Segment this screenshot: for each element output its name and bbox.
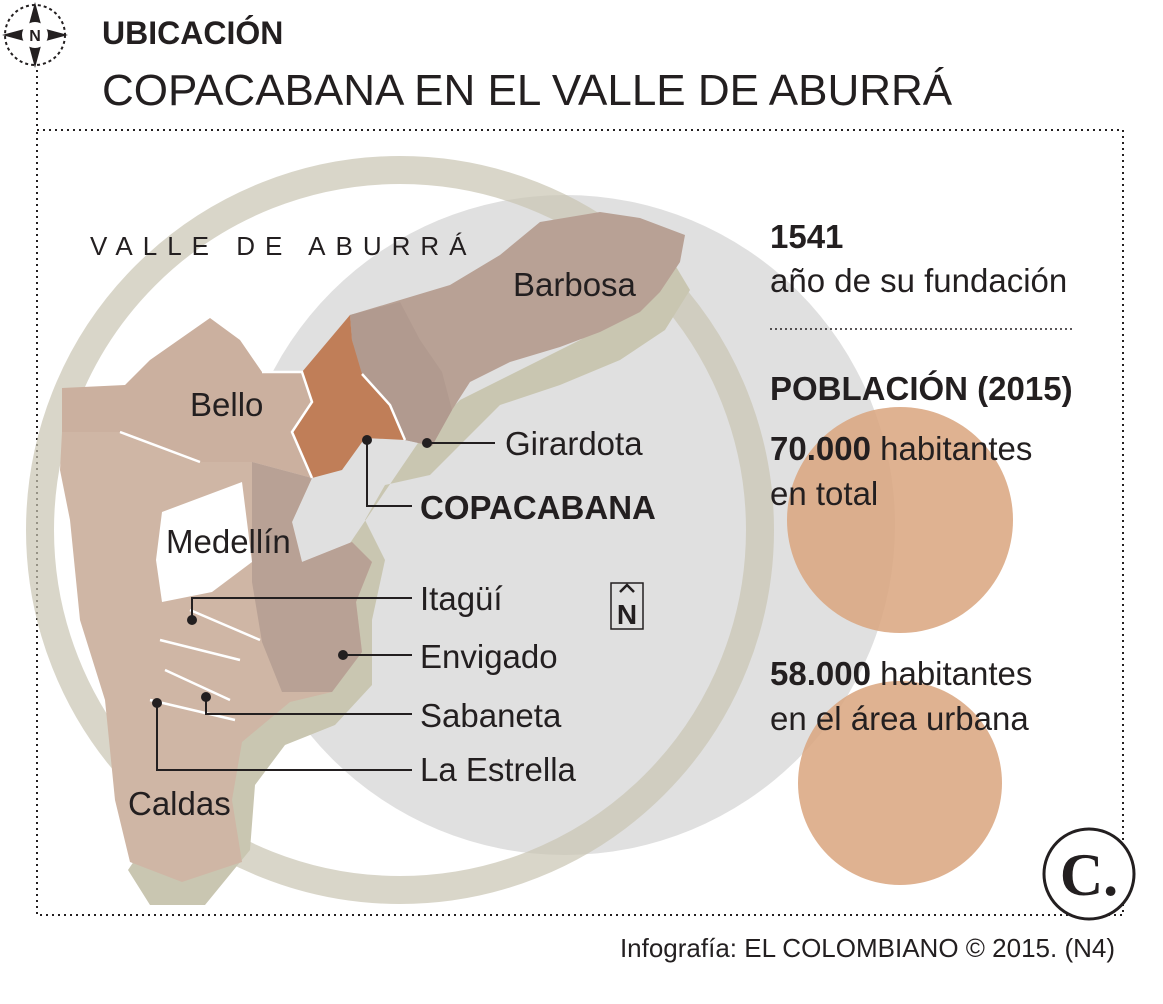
municipality-label: COPACABANA bbox=[420, 489, 656, 526]
population-caption: en el área urbana bbox=[770, 700, 1029, 737]
urban-area bbox=[156, 482, 252, 602]
girardota bbox=[350, 302, 452, 446]
municipality-label: Medellín bbox=[166, 523, 291, 560]
copacabana bbox=[292, 315, 405, 478]
population-urban: 58.000 habitantes bbox=[770, 655, 1032, 692]
municipality-label: Caldas bbox=[128, 785, 231, 822]
compass: N bbox=[2, 2, 68, 68]
population-value: 70.000 bbox=[770, 430, 871, 467]
municipality-label: Sabaneta bbox=[420, 697, 562, 734]
frame bbox=[36, 70, 1124, 916]
logo-text: C. bbox=[1060, 842, 1118, 908]
valley-outline bbox=[128, 265, 690, 905]
population-title: POBLACIÓN (2015) bbox=[770, 370, 1073, 407]
map-north: N bbox=[610, 582, 644, 630]
population-circle bbox=[798, 681, 1002, 885]
municipality-label: Barbosa bbox=[513, 266, 637, 303]
map-north-label: N bbox=[617, 599, 637, 630]
map bbox=[60, 212, 690, 905]
municipality-label: Envigado bbox=[420, 638, 558, 675]
population-unit: habitantes bbox=[880, 655, 1032, 692]
population-value: 58.000 bbox=[770, 655, 871, 692]
population-total: 70.000 habitantes bbox=[770, 430, 1032, 467]
compass-label: N bbox=[29, 28, 41, 45]
population-caption: en total bbox=[770, 475, 878, 512]
municipality-label: La Estrella bbox=[420, 751, 577, 788]
population-unit: habitantes bbox=[880, 430, 1032, 467]
population-circle bbox=[787, 407, 1013, 633]
municipality-label: Itagüí bbox=[420, 580, 503, 617]
logo: C. bbox=[1042, 827, 1136, 921]
municipality-label: Girardota bbox=[505, 425, 643, 462]
region-label: VALLE DE ABURRÁ bbox=[90, 231, 477, 261]
founding-year: 1541 bbox=[770, 218, 843, 255]
bello bbox=[62, 318, 312, 478]
east-south bbox=[252, 462, 372, 692]
title: COPACABANA EN EL VALLE DE ABURRÁ bbox=[102, 66, 953, 115]
kicker: UBICACIÓN bbox=[102, 15, 283, 51]
municipality-label: Bello bbox=[190, 386, 263, 423]
credit: Infografía: EL COLOMBIANO © 2015. (N4) bbox=[620, 933, 1115, 963]
leader-lines bbox=[152, 435, 495, 771]
founding-caption: año de su fundación bbox=[770, 262, 1067, 299]
